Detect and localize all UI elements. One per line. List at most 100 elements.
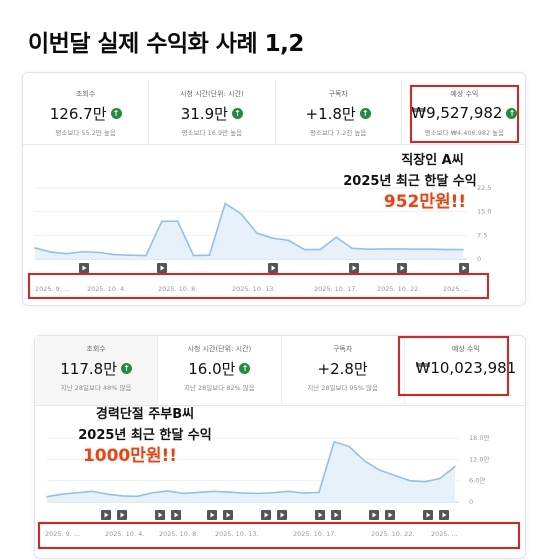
stat-value-row: ₩9,527,982 ↑ — [402, 101, 527, 125]
video-marker-icon[interactable] — [171, 510, 181, 520]
y-tick-label: 0 — [469, 498, 473, 506]
data-point — [240, 213, 242, 215]
data-point — [351, 247, 353, 250]
data-point — [408, 479, 411, 482]
stat-value: 117.8만 — [60, 359, 117, 378]
stat-views[interactable]: 조회수 117.8만 ↑ 지난 28일보다 48% 많음 — [35, 336, 159, 405]
data-point — [378, 469, 381, 471]
data-point — [212, 490, 215, 493]
play-icon — [82, 265, 87, 271]
video-marker-icon[interactable] — [79, 263, 89, 273]
y-tick-label: 22.5 — [477, 184, 491, 192]
data-point — [414, 248, 417, 251]
video-marker-icon[interactable] — [155, 510, 165, 520]
case2-caption-name: 경력단절 주부B씨 — [95, 407, 195, 422]
play-icon — [174, 512, 179, 518]
series-line — [46, 440, 456, 498]
data-point — [151, 491, 154, 494]
stat-value-row: 126.7만 ↑ — [23, 101, 148, 125]
data-point — [136, 495, 139, 498]
data-point — [303, 248, 306, 251]
stat-watch-time[interactable]: 시청 시간(단위: 시간) 31.9만 ↑ 평소보다 16.9만 높음 — [149, 81, 276, 144]
stat-label: 조회수 — [86, 345, 106, 353]
stat-watch-time[interactable]: 시청 시간(단위: 시간) 16.0만 ↑ 지난 28일보다 82% 많음 — [158, 336, 282, 405]
stat-subscribers[interactable]: 구독자 +1.8만 ↑ 평소보다 7.2천 높음 — [276, 81, 402, 144]
arrow-up-icon: ↑ — [110, 107, 122, 119]
data-point — [65, 252, 68, 255]
stat-comparison: 평소보다 ₩4,406,982 높음 — [424, 129, 505, 137]
video-marker-icon[interactable] — [117, 510, 127, 520]
stat-value-row: +2.8만 — [282, 356, 404, 380]
data-point — [91, 490, 94, 493]
video-marker-icon[interactable] — [369, 510, 379, 520]
stat-comparison: 평소보다 16.9만 높음 — [181, 129, 243, 137]
play-icon — [462, 265, 467, 271]
data-point — [46, 495, 48, 498]
video-marker-icon[interactable] — [385, 510, 395, 520]
data-point — [182, 492, 184, 495]
video-marker-icon[interactable] — [268, 263, 278, 273]
data-point — [393, 474, 396, 477]
data-point — [224, 202, 227, 205]
arrow-up-icon: ↑ — [231, 107, 243, 119]
video-marker-icon[interactable] — [331, 510, 341, 520]
video-marker-icon[interactable] — [277, 510, 287, 520]
video-marker-icon[interactable] — [315, 510, 325, 520]
video-marker-icon[interactable] — [459, 263, 469, 273]
data-point — [257, 492, 260, 495]
stat-label: 구독자 — [328, 90, 348, 98]
arrow-up-icon: ↑ — [359, 107, 371, 119]
data-point — [446, 248, 448, 251]
data-point — [34, 247, 36, 249]
stat-label: 예상 수익 — [450, 90, 479, 98]
case2-caption: 경력단절 주부B씨 2025년 최근 한달 수익 1000만원!! — [50, 404, 240, 467]
stat-comparison: 지난 28일보다 95% 많음 — [307, 384, 379, 392]
data-point — [76, 491, 79, 494]
date-highlight-box-case2 — [38, 522, 520, 549]
x-date-label: 2025. 10. 22. — [371, 530, 414, 538]
stat-revenue[interactable]: 예상 수익 ₩10,023,981 — [405, 336, 527, 405]
video-marker-icon[interactable] — [439, 510, 449, 520]
y-tick-label: 6.0만 — [469, 476, 485, 485]
x-date-label: 2025. ... — [443, 285, 470, 293]
video-marker-icon[interactable] — [397, 263, 407, 273]
case1-caption-amount: 952만원!! — [383, 192, 467, 212]
data-point — [423, 480, 426, 483]
area-fill — [47, 441, 455, 502]
stat-revenue[interactable]: 예상 수익 ₩9,527,982 ↑ 평소보다 ₩4,406,982 높음 — [402, 81, 527, 144]
data-point — [398, 248, 401, 250]
y-tick-label: 12.0만 — [469, 454, 489, 463]
video-marker-icon[interactable] — [261, 510, 271, 520]
x-date-label: 2025. ... — [431, 530, 458, 538]
data-point — [287, 490, 290, 493]
video-marker-icon[interactable] — [349, 263, 359, 273]
video-marker-icon[interactable] — [423, 510, 433, 520]
analytics-panel-case1: 조회수 126.7만 ↑ 평소보다 55.2만 높음 시청 시간(단위: 시간)… — [22, 72, 527, 306]
stat-comparison: 지난 28일보다 82% 많음 — [183, 384, 255, 392]
stats-row-case1: 조회수 126.7만 ↑ 평소보다 55.2만 높음 시청 시간(단위: 시간)… — [23, 81, 527, 145]
play-icon — [318, 512, 323, 518]
data-point — [272, 491, 275, 494]
data-point — [97, 251, 100, 254]
data-point — [439, 477, 441, 480]
video-marker-icon[interactable] — [101, 510, 111, 520]
data-point — [50, 251, 52, 253]
video-marker-icon[interactable] — [157, 263, 167, 273]
stat-comparison: 평소보다 7.2천 높음 — [309, 129, 367, 137]
play-icon — [160, 265, 165, 271]
data-point — [113, 253, 116, 256]
video-marker-icon[interactable] — [207, 510, 217, 520]
data-point — [271, 237, 274, 239]
video-marker-icon[interactable] — [223, 510, 233, 520]
data-point — [81, 250, 84, 253]
x-date-label: 2025. 10. 8. — [158, 285, 197, 293]
data-point — [167, 490, 169, 492]
data-point — [430, 248, 433, 251]
play-icon — [442, 512, 447, 518]
page-title: 이번달 실제 수익화 사례 1,2 — [28, 31, 304, 57]
stat-views[interactable]: 조회수 126.7만 ↑ 평소보다 55.2만 높음 — [23, 81, 150, 144]
stat-subscribers[interactable]: 구독자 +2.8만 지난 28일보다 95% 많음 — [282, 336, 405, 405]
data-point — [192, 254, 195, 257]
play-icon — [271, 265, 276, 271]
play-icon — [104, 512, 109, 518]
